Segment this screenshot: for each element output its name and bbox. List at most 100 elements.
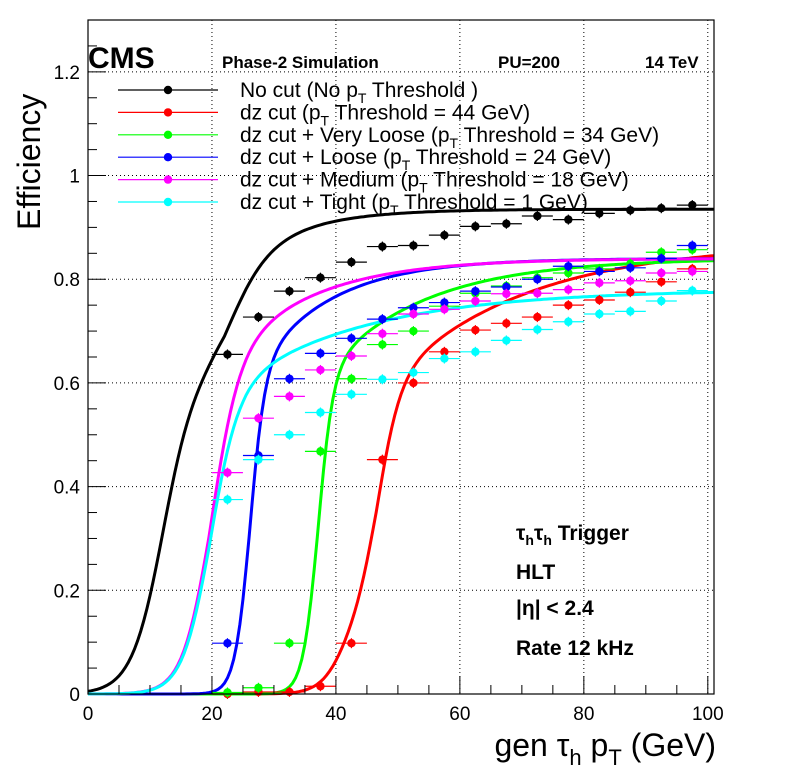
marker: [223, 638, 232, 648]
legend-marker: [163, 197, 173, 207]
legend-marker: [163, 175, 173, 184]
data-point: [211, 467, 243, 478]
marker: [285, 687, 294, 697]
legend-marker: [163, 85, 173, 95]
marker: [409, 378, 418, 388]
legend-entry: dz cut (pT Threshold = 44 GeV): [118, 101, 530, 128]
data-point: [583, 277, 615, 288]
marker: [688, 200, 697, 210]
marker: [316, 682, 325, 691]
marker: [285, 392, 294, 401]
x-tick-label: 100: [692, 704, 724, 725]
marker: [409, 368, 418, 377]
legend-label: dz cut + Tight (pT Threshold = 1 GeV): [240, 191, 588, 218]
marker: [657, 268, 666, 278]
marker: [564, 317, 573, 326]
level-annotation: HLT: [516, 561, 555, 584]
fit-curve-000000: [87, 207, 714, 693]
data-point: [366, 454, 398, 465]
marker: [657, 248, 666, 257]
data-point: [521, 288, 553, 299]
marker: [378, 375, 387, 384]
marker: [564, 262, 573, 271]
data-point: [428, 353, 460, 364]
marker: [316, 273, 325, 282]
data-point: [428, 230, 460, 241]
data-point: [273, 429, 305, 440]
marker: [285, 430, 294, 439]
marker: [626, 287, 635, 297]
energy-label: 14 TeV: [645, 53, 699, 72]
trigger-annotation: τhτh Trigger: [516, 522, 629, 548]
legend-label: dz cut (pT Threshold = 44 GeV): [240, 101, 530, 128]
marker: [285, 286, 294, 296]
rate-annotation: Rate 12 kHz: [516, 637, 634, 660]
y-tick-label: 1: [69, 167, 80, 188]
marker: [626, 263, 635, 273]
marker: [657, 204, 666, 213]
marker: [502, 282, 511, 292]
marker: [626, 206, 635, 215]
marker: [471, 325, 480, 335]
data-point: [521, 274, 553, 285]
marker: [471, 347, 480, 357]
marker: [409, 309, 418, 319]
data-point: [397, 308, 429, 319]
legend-entry: dz cut + Loose (pT Threshold = 24 GeV): [118, 146, 611, 173]
marker: [347, 351, 356, 361]
data-point: [552, 284, 584, 295]
marker: [223, 688, 232, 697]
marker: [595, 209, 604, 218]
legend-label: No cut (No pT Threshold ): [240, 79, 478, 106]
legend-marker: [163, 153, 173, 162]
data-point: [304, 407, 336, 418]
data-point: [459, 325, 491, 336]
y-tick-label: 0: [69, 685, 80, 706]
data-point: [459, 221, 491, 232]
data-point: [552, 214, 584, 225]
data-point: [304, 348, 336, 359]
marker: [285, 374, 294, 383]
marker: [595, 267, 604, 276]
marker: [564, 215, 573, 224]
data-point: [335, 350, 367, 361]
marker: [688, 267, 697, 276]
marker: [688, 286, 697, 295]
data-point: [614, 275, 646, 286]
marker: [471, 296, 480, 306]
simulation-label: Phase-2 Simulation: [222, 53, 379, 72]
data-point: [459, 296, 491, 307]
marker: [378, 314, 387, 324]
legend-label: dz cut + Very Loose (pT Threshold = 34 G…: [240, 124, 659, 151]
marker: [223, 495, 232, 504]
data-point: [521, 312, 553, 323]
data-point: [583, 208, 615, 219]
data-point: [552, 316, 584, 327]
annotation-block: τhτh Trigger HLT |η| < 2.4 Rate 12 kHz: [516, 522, 634, 660]
marker: [471, 286, 480, 296]
experiment-label: CMS: [88, 42, 155, 75]
x-tick-label: 20: [201, 704, 222, 725]
data-point: [583, 308, 615, 319]
data-point: [335, 638, 367, 649]
marker: [533, 325, 542, 334]
y-tick-label: 0.6: [54, 374, 80, 395]
data-point: [645, 268, 677, 279]
data-point: [335, 389, 367, 400]
marker: [223, 468, 232, 477]
data-point: [366, 374, 398, 385]
data-point: [397, 367, 429, 378]
data-point: [273, 373, 305, 384]
marker: [657, 277, 666, 287]
data-point: [490, 288, 522, 299]
legend-entry: dz cut + Medium (pT Threshold = 18 GeV): [118, 169, 629, 196]
fit-curve-00ffff: [87, 290, 715, 696]
data-point: [552, 300, 584, 311]
x-axis-label: gen τh pT (GeV): [494, 727, 716, 770]
data-point: [645, 296, 677, 307]
data-point: [304, 364, 336, 375]
marker: [471, 222, 480, 231]
marker: [595, 278, 604, 288]
marker: [378, 455, 387, 464]
